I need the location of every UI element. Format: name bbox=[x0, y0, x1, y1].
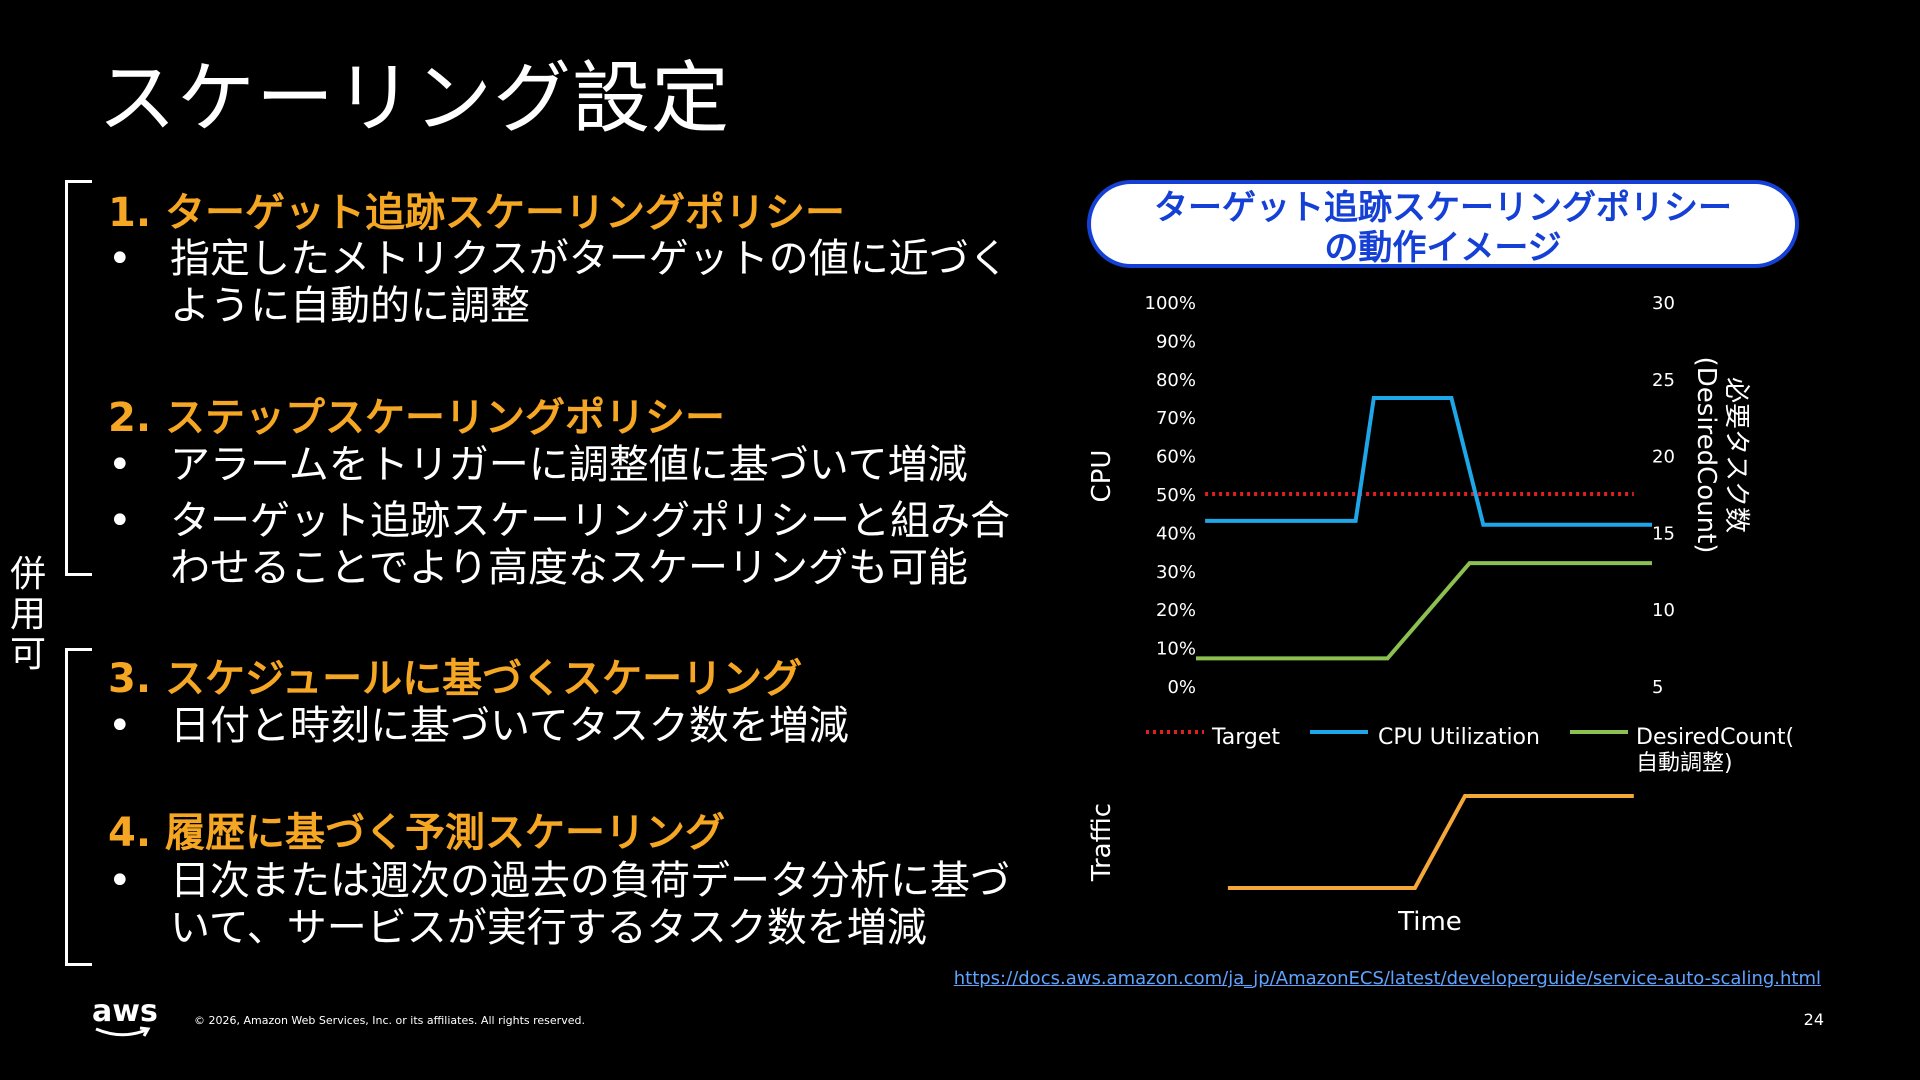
y-tick-label: 100% bbox=[1145, 293, 1196, 314]
bullet-text: 指定したメトリクスがターゲットの値に近づく ように自動的に調整 bbox=[170, 236, 1009, 329]
y-tick-label: 10% bbox=[1156, 639, 1196, 660]
y-tick-label: 80% bbox=[1156, 370, 1196, 391]
y-tick-label: 50% bbox=[1156, 485, 1196, 506]
section-3-bullet-1: • 日付と時刻に基づいてタスク数を増減 bbox=[108, 703, 1028, 753]
section-2-heading: 2. ステップスケーリングポリシー bbox=[108, 395, 725, 441]
y2-tick-label: 15 bbox=[1652, 523, 1675, 544]
section-2-bullet-1: • アラームをトリガーに調整値に基づいて増減 bbox=[108, 442, 1028, 492]
x-axis-label: Time bbox=[1397, 907, 1462, 937]
series-line-1 bbox=[1205, 396, 1652, 527]
combinable-label: 併 用 可 bbox=[10, 554, 47, 675]
slide-title: スケーリング設定 bbox=[98, 54, 731, 144]
y-tick-label: 40% bbox=[1156, 523, 1196, 544]
bullet-text: 日付と時刻に基づいてタスク数を増減 bbox=[170, 703, 849, 749]
y2-tick-label: 5 bbox=[1652, 677, 1663, 698]
bullet-text: アラームをトリガーに調整値に基づいて増減 bbox=[170, 442, 968, 488]
bracket-bottom bbox=[65, 648, 92, 966]
bullet-dot: • bbox=[108, 703, 132, 749]
section-3-heading: 3. スケジュールに基づくスケーリング bbox=[108, 656, 803, 702]
y-tick-label: 0% bbox=[1167, 677, 1196, 698]
y2-axis-label-line2: (DesiredCount) bbox=[1691, 357, 1721, 554]
series-line-2 bbox=[1196, 561, 1652, 661]
bullet-dot: • bbox=[108, 442, 132, 488]
y2-tick-label: 25 bbox=[1652, 370, 1675, 391]
y-tick-label: 30% bbox=[1156, 562, 1196, 583]
y-tick-label: 60% bbox=[1156, 447, 1196, 468]
y2-tick-label: 20 bbox=[1652, 447, 1675, 468]
legend-label: 自動調整) bbox=[1636, 751, 1733, 776]
page-number: 24 bbox=[1803, 1010, 1824, 1029]
y-tick-label: 90% bbox=[1156, 331, 1196, 352]
y-tick-label: 70% bbox=[1156, 408, 1196, 429]
diagram-title-text: ターゲット追跡スケーリングポリシー の動作イメージ bbox=[1154, 188, 1732, 268]
bullet-dot: • bbox=[108, 858, 132, 904]
series-line-3 bbox=[1227, 794, 1634, 890]
section-2-bullet-2: • ターゲット追跡スケーリングポリシーと組み合 わせることでより高度なスケーリン… bbox=[108, 498, 1028, 594]
bullet-text: ターゲット追跡スケーリングポリシーと組み合 わせることでより高度なスケーリングも… bbox=[170, 498, 1010, 591]
section-4-bullet-1: • 日次または週次の過去の負荷データ分析に基づ いて、サービスが実行するタスク数… bbox=[108, 858, 1028, 954]
y-axis-ticks: 0% 10% 20% 30% 40% 50% 60% 70% 80% 90% 100% bbox=[1145, 293, 1196, 698]
bullet-dot: • bbox=[108, 498, 132, 544]
legend: Target CPU Utilization DesiredCount(自動調整) bbox=[1146, 725, 1794, 776]
series-layer bbox=[1196, 396, 1652, 890]
section-1-bullet-1: • 指定したメトリクスがターゲットの値に近づく ように自動的に調整 bbox=[108, 236, 1028, 332]
copyright-text: © 2026, Amazon Web Services, Inc. or its… bbox=[194, 1014, 585, 1027]
y2-tick-label: 10 bbox=[1652, 600, 1675, 621]
bullet-dot: • bbox=[108, 236, 132, 282]
bracket-top bbox=[65, 180, 92, 576]
y2-tick-label: 30 bbox=[1652, 293, 1675, 314]
section-4-heading: 4. 履歴に基づく予測スケーリング bbox=[108, 810, 725, 856]
y2-axis-ticks: 5 10 15 20 25 30 bbox=[1652, 293, 1675, 698]
combinable-label-text: 併 用 可 bbox=[10, 554, 47, 675]
y-tick-label: 20% bbox=[1156, 600, 1196, 621]
y2-axis-label-line1: 必要タスク数 bbox=[1721, 377, 1751, 533]
legend-label: DesiredCount( bbox=[1636, 725, 1794, 750]
aws-smile-icon bbox=[95, 1026, 151, 1037]
bullet-text: 日次または週次の過去の負荷データ分析に基づ いて、サービスが実行するタスク数を増… bbox=[170, 858, 1010, 951]
diagram-title: ターゲット追跡スケーリングポリシー の動作イメージ bbox=[1087, 180, 1799, 268]
section-1-heading: 1. ターゲット追跡スケーリングポリシー bbox=[108, 190, 845, 236]
aws-logo: aws bbox=[92, 994, 158, 1029]
legend-label: Target bbox=[1211, 725, 1280, 750]
legend-label: CPU Utilization bbox=[1378, 725, 1540, 750]
documentation-link[interactable]: https://docs.aws.amazon.com/ja_jp/Amazon… bbox=[953, 968, 1821, 989]
